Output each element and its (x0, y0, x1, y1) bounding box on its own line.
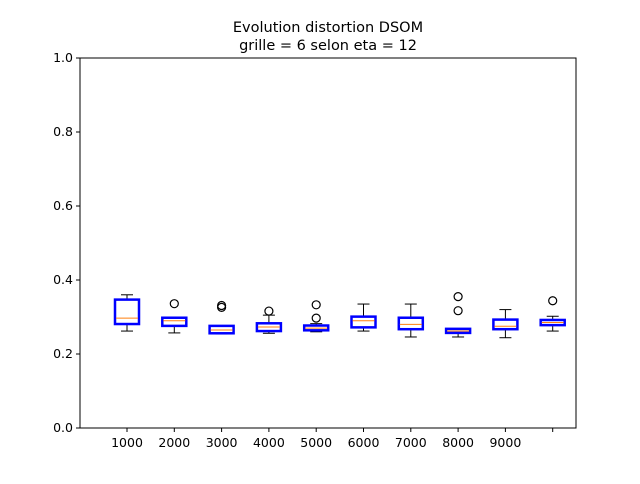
y-tick-label: 0.0 (53, 420, 73, 435)
box (539, 318, 566, 327)
outlier-point (453, 292, 463, 302)
x-tick-label: 3000 (206, 435, 238, 450)
outlier-point (311, 300, 321, 310)
outlier-point (217, 300, 227, 311)
outlier-point (264, 306, 274, 316)
x-tick-label: 4000 (253, 435, 285, 450)
box (350, 315, 377, 329)
outlier-point (311, 313, 321, 323)
x-tick-label: 9000 (489, 435, 521, 450)
y-tick-label: 0.4 (53, 272, 73, 287)
y-tick-label: 0.6 (53, 198, 73, 213)
y-tick-label: 0.2 (53, 346, 73, 361)
x-tick-label: 7000 (395, 435, 427, 450)
axes-frame (79, 57, 577, 429)
box (161, 316, 188, 328)
x-tick-label: 1000 (111, 435, 143, 450)
box (208, 324, 235, 335)
chart-title: Evolution distortion DSOM (233, 20, 423, 36)
chart-subtitle: grille = 6 selon eta = 12 (239, 38, 417, 54)
x-tick-label: 6000 (348, 435, 380, 450)
y-tick-label: 0.8 (53, 124, 73, 139)
box (492, 318, 519, 331)
box (113, 298, 141, 326)
plot-area: 0.0 0.2 0.4 0.6 0.8 1.0 1000 2000 3000 4000 5000 60… (53, 50, 566, 450)
box (302, 324, 330, 332)
x-tick-label: 8000 (442, 435, 474, 450)
outlier-point (169, 299, 179, 309)
outlier-point (453, 306, 463, 316)
x-tick-label: 5000 (300, 435, 332, 450)
box (444, 327, 472, 335)
y-tick-label: 1.0 (53, 50, 73, 65)
box (397, 316, 425, 331)
outlier-point (548, 296, 558, 306)
x-tick-label: 2000 (158, 435, 190, 450)
outlier-point (217, 302, 227, 312)
box (255, 322, 283, 333)
